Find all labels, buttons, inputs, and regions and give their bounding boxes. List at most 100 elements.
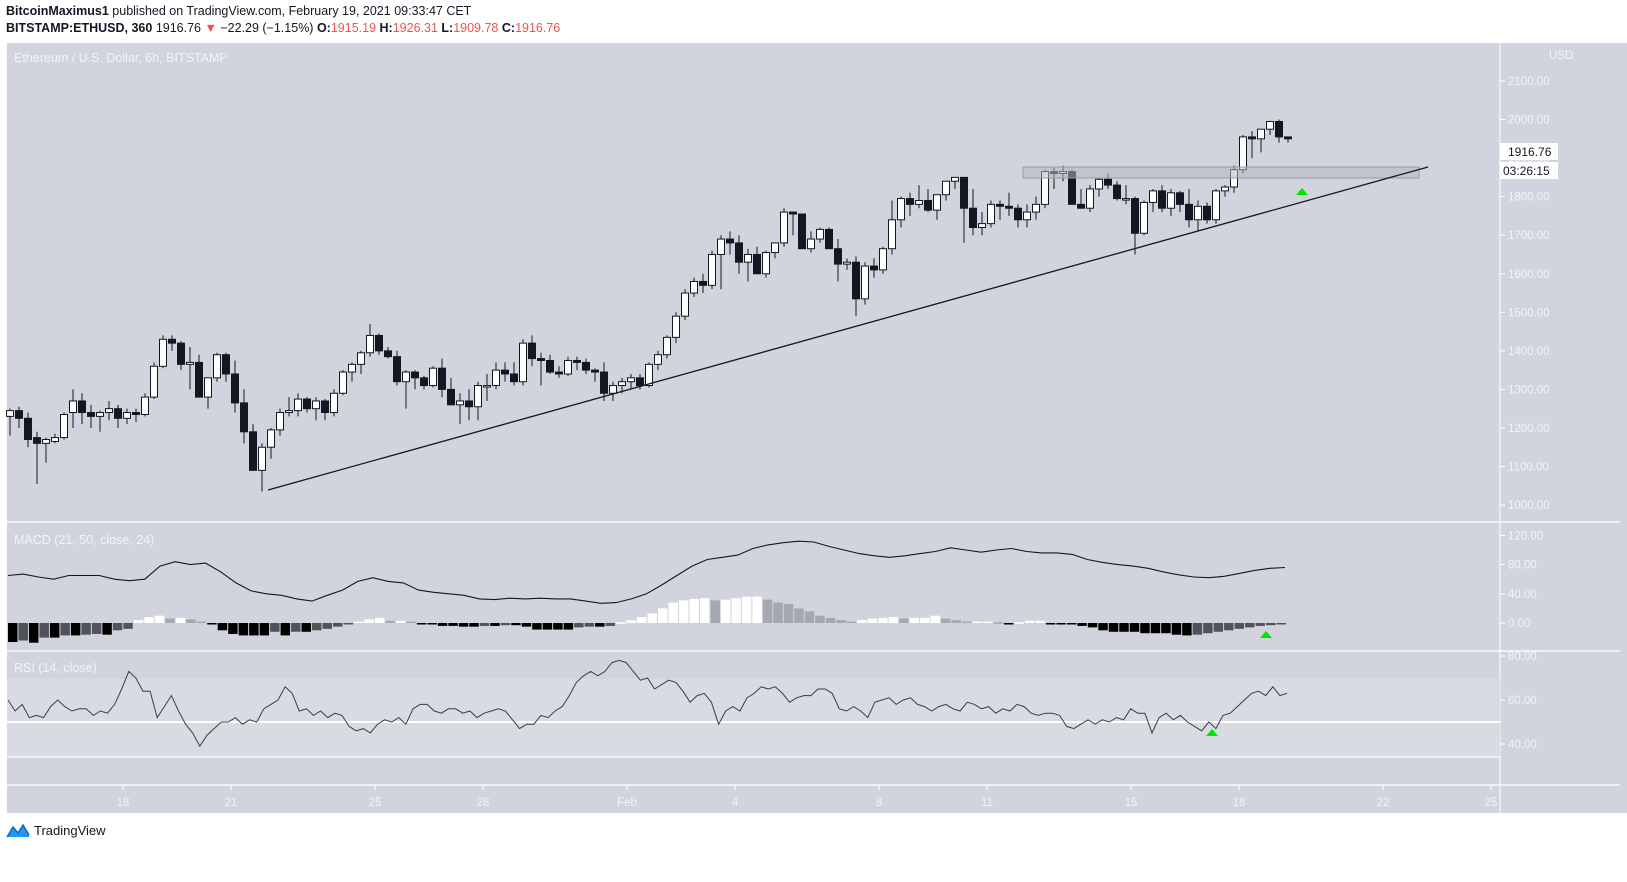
candle-down [510,373,518,383]
time-tick-label: 4 [732,797,739,809]
footer-brand-label: TradingView [34,822,106,838]
candle-up [978,223,986,228]
macd-histogram-bar [563,623,574,630]
macd-histogram-bar [1098,623,1108,631]
candle-up [762,252,770,275]
candle-up [816,228,824,240]
open-value: 1915.19 [330,21,377,35]
main-pane-title: Ethereum / U.S. Dollar, 6h, BITSTAMP [14,51,228,65]
candle-down [33,437,41,444]
macd-histogram-bar [217,623,228,631]
candle-down [249,431,257,471]
candle-up [366,334,374,354]
macd-histogram-bar [207,623,217,625]
macd-histogram-bar [920,617,930,623]
candle-up [150,365,158,398]
candle-up [942,180,950,196]
candle-down [168,338,176,344]
resistance-zone [1022,166,1420,179]
symbol-info: BITSTAMP:ETHUSD, 360 1916.76 ▼ −22.29 (−… [6,21,560,35]
low-label: L: [441,21,454,35]
candle-up [1167,192,1175,209]
candle-down [699,280,707,286]
candle-up [42,439,50,444]
candle-down [375,334,383,352]
candle-down [231,373,239,404]
rsi-tick-label: 80.00 [1508,651,1537,663]
macd-histogram-bar [1066,623,1077,625]
countdown-label: 03:26:15 [1503,164,1550,178]
macd-histogram-bar [1171,623,1182,635]
macd-histogram-bar [144,617,154,623]
candle-down [321,400,329,414]
time-tick-label: 25 [369,797,382,809]
time-tick-label: 28 [477,797,490,809]
candle-down [996,203,1004,207]
macd-histogram-bar [1108,623,1119,632]
macd-histogram-bar [794,608,804,623]
macd-histogram-bar [574,623,584,628]
candle-down [591,369,599,373]
macd-histogram-bar [783,604,794,623]
candle-down [132,412,140,415]
candle-up [1149,190,1157,203]
rsi-band [7,679,1500,756]
candle-down [555,371,563,375]
macd-histogram-bar [280,623,291,636]
candle-up [1266,120,1274,130]
macd-histogram-bar [385,620,395,623]
macd-histogram-bar [1182,623,1192,636]
time-tick-label: 8 [876,797,882,809]
candle-up [141,396,149,415]
last-price-badge [1500,143,1558,160]
macd-histogram-bar [710,600,720,623]
macd-histogram-bar [647,613,657,623]
last-price: 1916.76 [155,21,201,35]
macd-histogram-bar [322,623,332,629]
candle-down [726,238,734,244]
candle-up [258,446,266,471]
candle-down [1248,136,1256,140]
macd-line [7,540,1286,604]
time-tick-label: Feb [617,797,637,809]
candle-up [1095,178,1103,190]
candle-up [285,410,293,414]
macd-histogram-bar [1014,622,1024,624]
author-name[interactable]: BitcoinMaximus1 [6,4,109,18]
footer-brand[interactable]: TradingView [6,822,106,838]
candle-down [960,176,968,209]
macd-histogram-bar [1035,620,1045,623]
macd-histogram-bar [678,600,689,623]
price-tick-label: 1200.00 [1508,423,1550,435]
candle-up [294,398,302,412]
macd-histogram-bar [1150,623,1161,634]
candle-up [663,336,671,356]
macd-histogram-bar [133,620,144,623]
candle-up [267,429,275,448]
macd-histogram-bar [353,621,364,624]
macd-histogram-bar [657,608,668,623]
candle-up [1239,136,1247,171]
candle-down [1113,184,1121,200]
macd-histogram-bar [668,602,678,623]
candle-up [690,280,698,294]
macd-histogram-bar [804,611,815,623]
price-change: −22.29 (−1.15%) [220,21,314,35]
candle-up [843,261,851,265]
macd-histogram-bar [49,623,60,638]
macd-histogram-bar [1129,623,1140,632]
candle-up [708,253,716,286]
candle-up [402,371,410,383]
candle-up [987,203,995,225]
macd-histogram-bar [175,617,186,623]
close-value: 1916.76 [515,21,561,35]
macd-histogram-bar [616,622,626,624]
macd-histogram-bar [1255,623,1266,626]
macd-histogram-bar [521,623,532,627]
candle-down [1176,192,1184,205]
macd-histogram-bar [374,617,385,623]
publish-info: BitcoinMaximus1 published on TradingView… [6,4,471,18]
candle-up [609,385,617,394]
candle-down [906,198,914,205]
